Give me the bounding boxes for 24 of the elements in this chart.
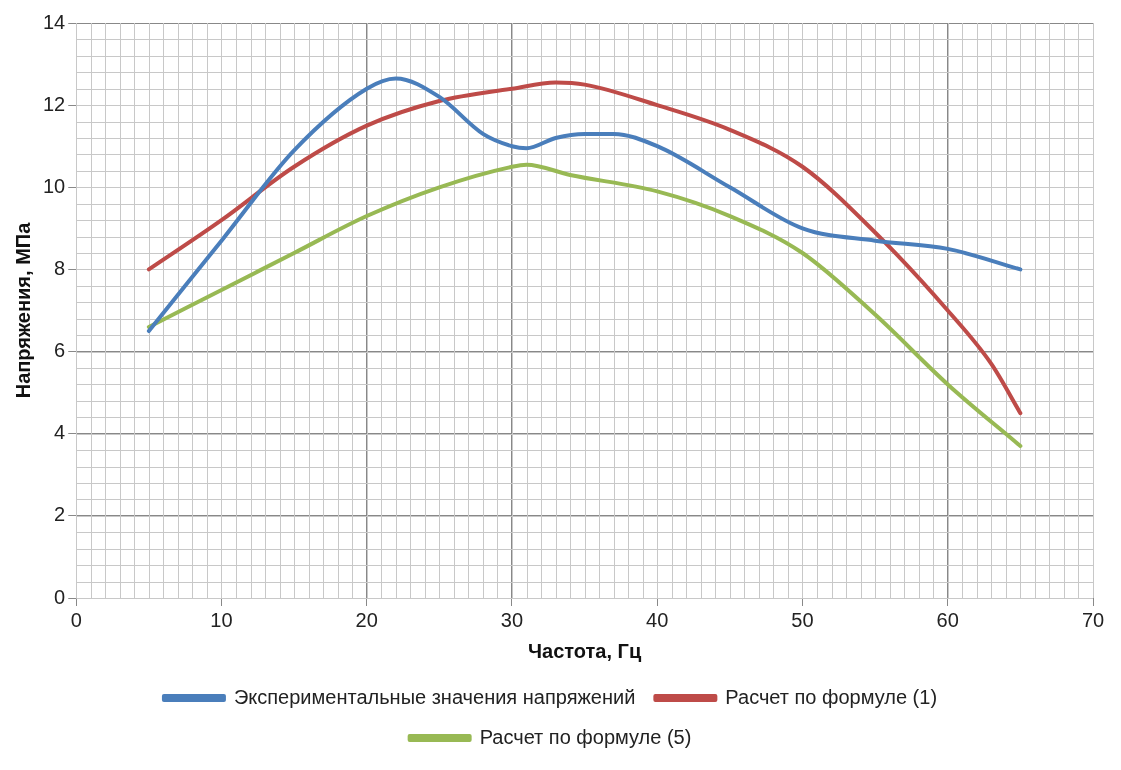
y-tick-label: 8 xyxy=(54,256,66,279)
y-tick-label: 4 xyxy=(54,421,66,444)
y-tick-label: 0 xyxy=(54,585,66,608)
legend-label: Расчет по формуле (5) xyxy=(479,725,692,748)
y-tick-label: 2 xyxy=(54,503,66,526)
y-tick-label: 14 xyxy=(43,10,66,33)
legend-label: Расчет по формуле (1) xyxy=(725,685,938,708)
line-series xyxy=(146,76,1023,334)
x-axis-title: Частота, Гц xyxy=(528,639,642,662)
x-tick-label: 70 xyxy=(1081,608,1105,631)
x-tick-label: 40 xyxy=(646,608,669,631)
y-axis-title: Напряжения, МПа xyxy=(11,221,34,399)
line-series xyxy=(146,162,1023,449)
legend-label: Экспериментальные значения напряжений xyxy=(233,685,636,708)
x-tick-label: 60 xyxy=(936,608,959,631)
x-tick-label: 0 xyxy=(70,608,82,631)
x-tick-label: 20 xyxy=(355,608,378,631)
y-tick-label: 12 xyxy=(43,92,66,115)
y-tick-label: 6 xyxy=(54,339,66,362)
line-series xyxy=(146,80,1023,416)
x-tick-label: 30 xyxy=(500,608,524,631)
x-tick-label: 10 xyxy=(210,608,233,631)
x-tick-label: 50 xyxy=(791,608,814,631)
y-tick-label: 10 xyxy=(43,174,66,197)
